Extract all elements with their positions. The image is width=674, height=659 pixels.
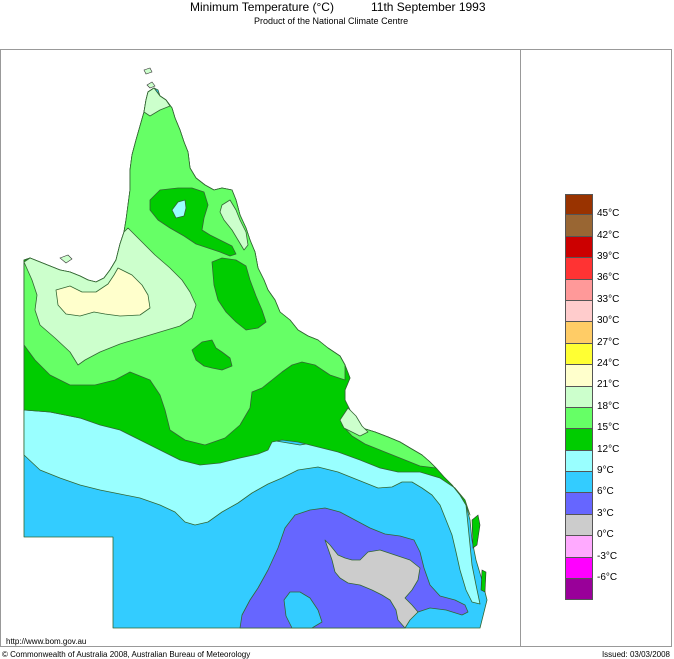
band-0-3 [324, 539, 421, 629]
island-gulf [59, 254, 73, 264]
legend-label: -3°C [597, 551, 618, 562]
legend-swatch [565, 493, 593, 515]
issued-date: Issued: 03/03/2008 [601, 650, 670, 659]
band-12-15-tableland [211, 257, 267, 331]
chart-title-row: Minimum Temperature (°C) 11th September … [0, 0, 674, 14]
legend-label: 36°C [597, 272, 620, 283]
legend-swatch [565, 279, 593, 301]
island-moreton [480, 569, 487, 593]
legend-swatch [565, 514, 593, 537]
legend-label: 33°C [597, 294, 620, 305]
legend-swatch [565, 536, 593, 558]
chart-subtitle: Product of the National Climate Centre [254, 16, 409, 26]
legend-swatch [565, 236, 593, 259]
band-18-21-cape-tip [143, 87, 171, 117]
band-21-24 [55, 267, 151, 317]
band-6-9-southwest-hole [283, 591, 323, 629]
source-url[interactable]: http://www.bom.gov.au [6, 637, 87, 646]
legend-swatch [565, 386, 593, 408]
legend-label: 15°C [597, 422, 620, 433]
band-12-15-cape [149, 187, 237, 257]
legend-label: 21°C [597, 379, 620, 390]
legend-swatch [565, 429, 593, 451]
copyright-notice: © Commonwealth of Australia 2008, Austra… [2, 650, 251, 659]
island-north-2 [146, 81, 156, 89]
legend-label: 18°C [597, 401, 620, 412]
island-north-1 [143, 67, 153, 75]
legend-label: 39°C [597, 251, 620, 262]
legend-swatch [565, 450, 593, 473]
chart-date: 11th September 1993 [371, 0, 486, 14]
legend-swatch [565, 407, 593, 430]
legend-swatch [565, 557, 593, 580]
legend-label: 3°C [597, 508, 614, 519]
legend-label: 42°C [597, 230, 620, 241]
legend-label: 27°C [597, 337, 620, 348]
band-18-21-east-coast [219, 199, 249, 251]
band-15-18 [23, 87, 346, 446]
band-9-12-cape-hole [171, 199, 187, 219]
legend-swatch [565, 472, 593, 494]
island-fraser [471, 514, 481, 549]
band-12-15-central-blob [191, 339, 233, 371]
legend-label: 0°C [597, 529, 614, 540]
legend-swatch [565, 215, 593, 237]
legend-label: 30°C [597, 315, 620, 326]
map-frame [0, 49, 672, 647]
legend-swatch [565, 194, 593, 216]
legend-swatch [565, 579, 593, 601]
legend-label: 12°C [597, 444, 620, 455]
legend-label: -6°C [597, 572, 618, 583]
band-18-21-mackay [339, 407, 369, 437]
legend-swatch [565, 300, 593, 323]
legend-divider [520, 49, 521, 647]
legend-label: 45°C [597, 208, 620, 219]
chart-title: Minimum Temperature (°C) [190, 0, 334, 14]
legend-label: 9°C [597, 465, 614, 476]
legend-label: 6°C [597, 486, 614, 497]
legend-label: 24°C [597, 358, 620, 369]
color-legend [565, 194, 593, 601]
legend-swatch [565, 322, 593, 344]
legend-swatch [565, 258, 593, 280]
legend-swatch [565, 343, 593, 366]
legend-swatch [565, 365, 593, 387]
